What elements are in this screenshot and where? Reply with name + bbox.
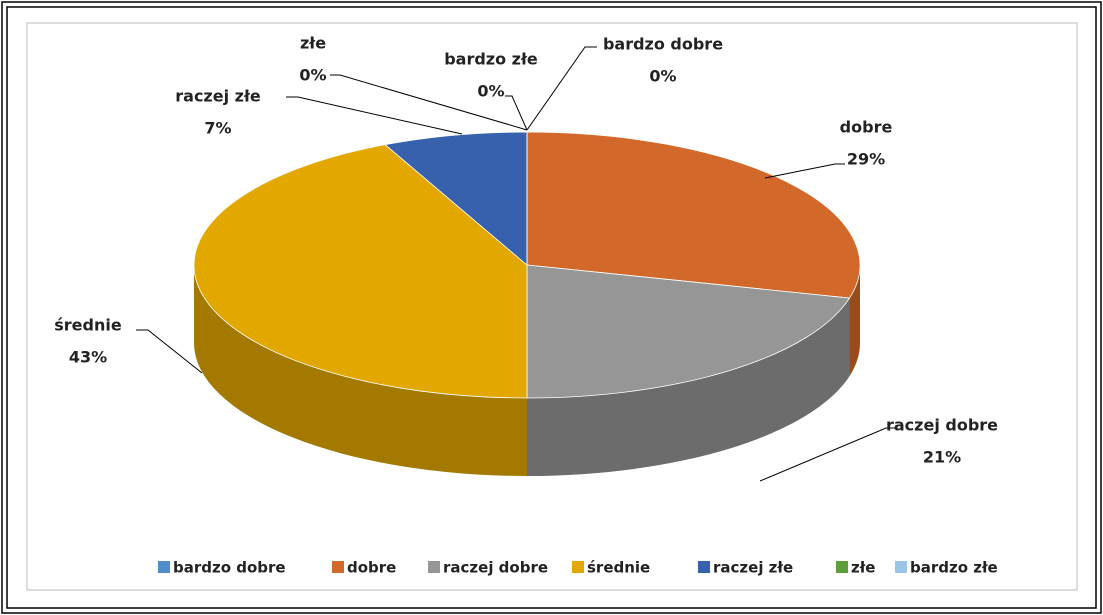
leader-line — [136, 329, 203, 374]
data-label-name: złe — [300, 34, 326, 53]
slice — [526, 131, 861, 299]
legend-swatch — [428, 561, 440, 573]
leader-line — [526, 46, 597, 131]
legend-swatch — [698, 561, 710, 573]
slice — [384, 131, 528, 266]
legend-label: raczej złe — [713, 559, 793, 577]
leader-line — [505, 95, 528, 131]
data-label-name: raczej złe — [175, 87, 261, 106]
slice-side — [527, 298, 850, 476]
legend-label: raczej dobre — [443, 559, 548, 577]
data-label-value: 21% — [923, 448, 961, 467]
data-label-name: bardzo dobre — [603, 35, 723, 54]
data-label-value: 29% — [847, 150, 885, 169]
slice-side — [194, 265, 527, 476]
legend-label: bardzo dobre — [173, 559, 286, 577]
data-label-value: 43% — [69, 348, 107, 367]
legend-swatch — [895, 561, 907, 573]
slice — [526, 264, 851, 399]
leader-line — [330, 74, 528, 131]
inner-frame — [6, 6, 1097, 609]
legend-swatch — [572, 561, 584, 573]
data-label-value: 7% — [204, 119, 231, 138]
data-label-value: 0% — [477, 82, 504, 101]
legend-label: bardzo złe — [910, 559, 998, 577]
leader-line — [286, 96, 463, 135]
data-label-name: bardzo złe — [444, 50, 538, 69]
legend-swatch — [836, 561, 848, 573]
data-label-value: 0% — [299, 66, 326, 85]
slice-side — [849, 265, 861, 377]
data-label-name: raczej dobre — [886, 416, 998, 435]
data-label-name: średnie — [54, 316, 122, 335]
leader-line — [764, 163, 845, 179]
plot-frame — [26, 22, 1078, 591]
legend-swatch — [332, 561, 344, 573]
leader-line — [759, 427, 896, 482]
data-label-name: dobre — [840, 118, 893, 137]
legend-swatch — [158, 561, 170, 573]
legend-label: średnie — [587, 559, 650, 577]
slice — [193, 144, 528, 399]
legend-label: złe — [851, 559, 875, 577]
data-label-value: 0% — [649, 67, 676, 86]
legend-label: dobre — [347, 559, 396, 577]
